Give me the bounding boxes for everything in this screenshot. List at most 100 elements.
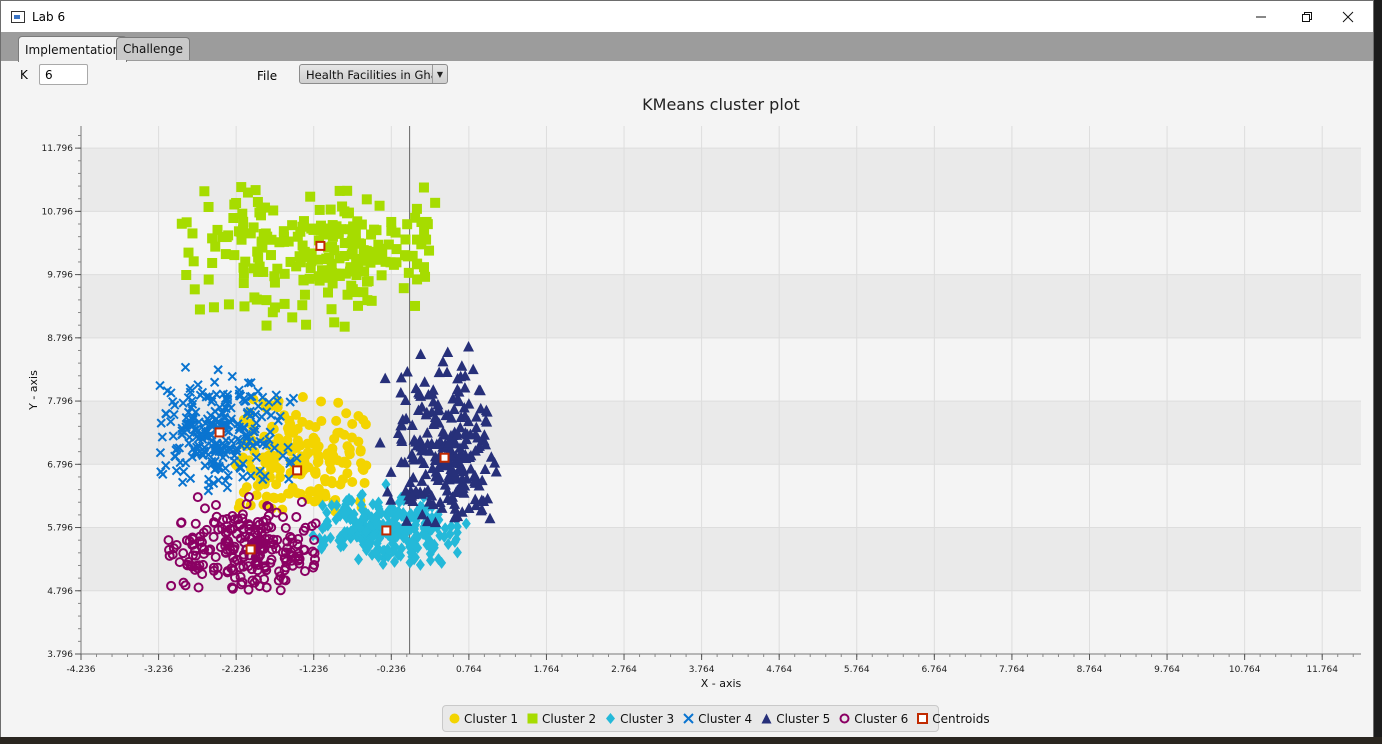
tab-challenge[interactable]: Challenge (116, 37, 190, 60)
data-point (372, 537, 382, 550)
data-point (430, 466, 442, 477)
data-point (266, 410, 276, 421)
data-point (302, 447, 313, 458)
data-point (187, 228, 198, 239)
data-point (236, 234, 247, 245)
x-tick-label: 5.764 (844, 665, 870, 675)
data-point (252, 246, 263, 257)
data-point (470, 499, 482, 511)
data-point (190, 564, 201, 575)
data-point (208, 517, 219, 528)
data-point (407, 250, 418, 261)
data-point (237, 208, 248, 219)
data-point (298, 274, 309, 285)
data-point (469, 475, 481, 487)
data-point (354, 518, 364, 531)
data-point (269, 443, 280, 453)
data-point (243, 584, 254, 595)
data-point (188, 539, 199, 550)
data-point (238, 216, 249, 227)
x-tick-label: 2.764 (611, 665, 637, 675)
data-point (352, 216, 363, 227)
data-point (454, 452, 466, 463)
data-point (340, 508, 350, 521)
data-point (429, 516, 441, 528)
data-point (348, 221, 359, 232)
data-point (195, 390, 206, 400)
x-tick-label: 0.764 (456, 665, 482, 675)
data-point (161, 460, 171, 471)
data-point (419, 226, 430, 237)
data-point (469, 445, 481, 456)
legend-item-centroids: Centroids (917, 712, 990, 726)
y-axis-label: Y - axis (27, 370, 40, 411)
data-point (442, 492, 454, 504)
data-point (286, 533, 297, 544)
data-point (254, 261, 265, 272)
data-point (210, 552, 221, 563)
data-point (426, 490, 438, 501)
data-point (227, 582, 238, 593)
data-point (419, 262, 430, 273)
data-point (259, 202, 270, 213)
data-point (231, 443, 242, 454)
data-point (193, 582, 204, 593)
data-point (332, 499, 342, 512)
data-point (410, 523, 420, 536)
data-point (250, 409, 261, 420)
data-point (238, 472, 248, 482)
restore-button[interactable] (1284, 5, 1330, 29)
file-label: File (257, 69, 278, 83)
data-point (376, 270, 387, 281)
data-point (423, 532, 433, 545)
data-point (261, 440, 272, 450)
data-point (306, 223, 317, 234)
data-point (319, 538, 329, 551)
data-point (342, 289, 353, 300)
data-point (231, 554, 242, 565)
data-point (425, 523, 435, 536)
y-tick-label: 8.796 (47, 334, 73, 344)
data-point (395, 371, 407, 383)
data-point (182, 560, 193, 571)
data-point (478, 434, 490, 446)
data-point (358, 287, 369, 298)
data-point (463, 502, 475, 513)
data-point (415, 348, 427, 359)
data-point (245, 463, 256, 474)
minimize-button[interactable] (1238, 5, 1284, 29)
data-point (325, 204, 336, 215)
data-point (452, 392, 464, 404)
data-point (266, 554, 277, 565)
data-point (395, 386, 407, 398)
data-point (291, 409, 302, 420)
data-point (368, 498, 378, 511)
data-point (265, 537, 276, 548)
data-point (479, 463, 491, 475)
data-point (166, 580, 177, 591)
data-point (385, 466, 397, 477)
data-point (376, 243, 387, 254)
data-point (327, 478, 338, 489)
data-point (263, 502, 274, 513)
data-point (229, 199, 240, 210)
data-point (284, 427, 295, 438)
data-point (213, 365, 223, 375)
data-point (296, 497, 307, 508)
ring-marker-icon (839, 713, 850, 724)
close-button[interactable] (1325, 5, 1371, 29)
data-point (410, 436, 422, 447)
data-point (334, 253, 345, 264)
data-point (312, 457, 323, 468)
file-select[interactable]: Health Facilities in Ghan ▼ (299, 64, 448, 84)
data-point (239, 301, 250, 312)
data-point (425, 548, 435, 561)
data-point (297, 221, 308, 232)
k-input[interactable] (39, 64, 88, 85)
data-point (252, 516, 263, 527)
data-point (284, 488, 295, 499)
data-point (410, 300, 421, 311)
data-point (395, 433, 407, 444)
tab-implementation[interactable]: Implementation (18, 36, 128, 62)
data-point (390, 227, 401, 238)
